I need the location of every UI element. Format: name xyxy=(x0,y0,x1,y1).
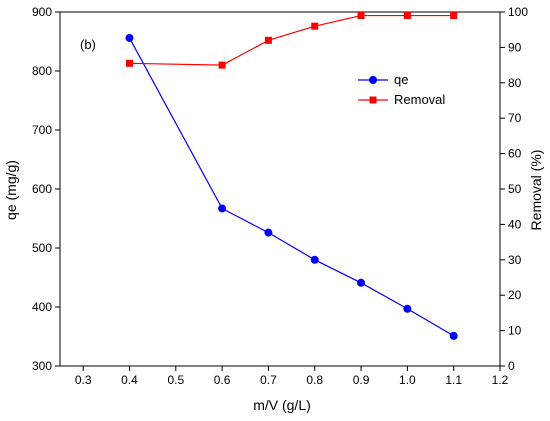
data-point-qe xyxy=(403,304,412,313)
series-line-removal xyxy=(129,14,454,66)
y-right-tick-label: 80 xyxy=(508,76,522,90)
y-axis-left: 300 400 500 600 700 800 900 xyxy=(32,5,60,373)
data-point-qe xyxy=(218,204,227,213)
y-right-tick-label: 40 xyxy=(508,217,522,231)
legend-label: Removal xyxy=(394,92,445,107)
y-right-tick-label: 50 xyxy=(508,182,522,196)
x-tick-label: 1.2 xyxy=(492,373,509,387)
x-tick-label: 0.4 xyxy=(121,373,138,387)
data-point-removal xyxy=(311,22,319,30)
x-tick-label: 0.5 xyxy=(167,373,184,387)
x-axis-title: m/V (g/L) xyxy=(253,397,311,413)
data-point-qe xyxy=(449,331,458,340)
x-tick-label: 0.9 xyxy=(353,373,370,387)
y-right-tick-label: 70 xyxy=(508,111,522,125)
y-right-tick-label: 60 xyxy=(508,147,522,161)
x-tick-label: 1.1 xyxy=(445,373,462,387)
x-axis: 0.3 0.4 0.5 0.6 0.7 0.8 0.9 1.0 1.1 1.2 xyxy=(75,366,509,387)
y-left-tick-label: 700 xyxy=(32,123,52,137)
data-point-removal xyxy=(125,59,133,67)
y-left-tick-label: 400 xyxy=(32,300,52,314)
y-left-tick-label: 900 xyxy=(32,5,52,19)
y-right-tick-label: 100 xyxy=(508,5,528,19)
y-axis-right-title: Removal (%) xyxy=(528,150,544,231)
legend-label: qe xyxy=(394,72,408,87)
data-point-removal xyxy=(357,12,365,20)
x-tick-label: 1.0 xyxy=(399,373,416,387)
data-point-removal xyxy=(450,12,458,20)
x-tick-label: 0.7 xyxy=(260,373,277,387)
y-right-tick-label: 90 xyxy=(508,40,522,54)
data-point-qe xyxy=(125,33,134,42)
y-right-tick-label: 0 xyxy=(508,359,515,373)
x-tick-label: 0.8 xyxy=(306,373,323,387)
x-tick-label: 0.3 xyxy=(75,373,92,387)
legend-marker xyxy=(369,96,377,104)
data-point-qe xyxy=(264,228,273,237)
data-point-qe xyxy=(310,255,319,264)
y-right-tick-label: 20 xyxy=(508,288,522,302)
data-point-removal xyxy=(264,36,272,44)
legend: qe Removal xyxy=(358,72,445,107)
legend-item-removal: Removal xyxy=(358,92,445,107)
y-right-tick-label: 30 xyxy=(508,253,522,267)
legend-marker xyxy=(369,76,377,84)
data-point-removal xyxy=(403,12,411,20)
data-point-removal xyxy=(218,61,226,69)
data-point-qe xyxy=(357,278,366,287)
y-left-tick-label: 800 xyxy=(32,64,52,78)
panel-label: (b) xyxy=(80,37,96,52)
y-right-tick-label: 10 xyxy=(508,324,522,338)
series-layer xyxy=(125,12,458,340)
y-axis-left-title: qe (mg/g) xyxy=(3,160,19,220)
series-removal xyxy=(125,12,458,69)
x-tick-label: 0.6 xyxy=(214,373,231,387)
y-left-tick-label: 500 xyxy=(32,241,52,255)
y-axis-right: 0 10 20 30 40 50 60 70 80 90 100 xyxy=(500,5,528,373)
y-left-tick-label: 300 xyxy=(32,359,52,373)
series-qe xyxy=(125,33,458,340)
y-left-tick-label: 600 xyxy=(32,182,52,196)
legend-item-qe: qe xyxy=(358,72,408,87)
